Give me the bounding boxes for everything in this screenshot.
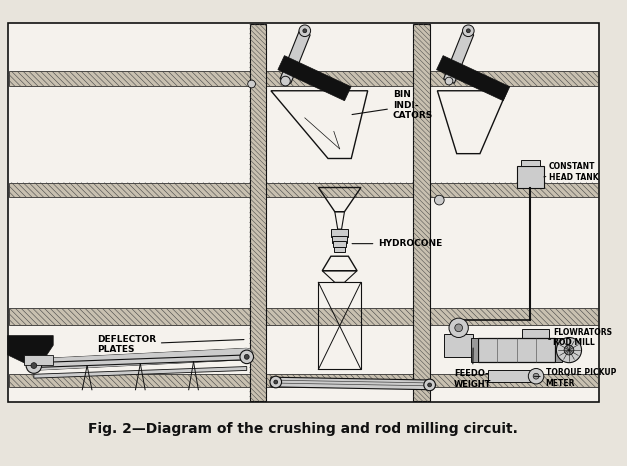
Text: BIN
INDI-
CATORS: BIN INDI- CATORS xyxy=(352,90,433,120)
Circle shape xyxy=(463,25,474,36)
Circle shape xyxy=(245,355,249,359)
Circle shape xyxy=(533,373,539,379)
Polygon shape xyxy=(34,355,247,368)
Circle shape xyxy=(274,380,278,384)
Circle shape xyxy=(445,77,453,85)
Circle shape xyxy=(466,29,470,33)
Bar xyxy=(522,346,549,360)
Bar xyxy=(331,229,349,237)
Circle shape xyxy=(455,324,463,332)
Circle shape xyxy=(26,358,41,373)
Circle shape xyxy=(31,363,37,369)
Bar xyxy=(478,337,556,362)
Text: CONSTANT
HEAD TANK: CONSTANT HEAD TANK xyxy=(544,162,598,182)
Circle shape xyxy=(270,376,282,388)
Bar xyxy=(522,329,549,343)
Bar xyxy=(9,183,598,197)
Polygon shape xyxy=(34,367,247,378)
Bar xyxy=(9,71,598,86)
Bar xyxy=(9,308,598,325)
Text: FEEDO-
WEIGHT: FEEDO- WEIGHT xyxy=(454,348,492,389)
Bar xyxy=(488,370,531,382)
Text: DEFLECTOR
PLATES: DEFLECTOR PLATES xyxy=(97,335,244,354)
Bar xyxy=(517,166,544,187)
Polygon shape xyxy=(278,55,351,101)
Bar xyxy=(444,334,473,357)
Bar xyxy=(334,247,345,253)
Circle shape xyxy=(299,25,310,36)
Text: FLOWRATORS
ROD MILL: FLOWRATORS ROD MILL xyxy=(549,328,613,347)
Circle shape xyxy=(529,369,544,384)
Circle shape xyxy=(248,80,255,88)
Text: HYDROCONE: HYDROCONE xyxy=(352,239,443,248)
Polygon shape xyxy=(271,377,433,390)
Circle shape xyxy=(240,350,253,363)
Circle shape xyxy=(449,318,468,337)
Bar xyxy=(9,374,598,387)
Bar xyxy=(250,24,266,401)
Bar xyxy=(556,337,562,362)
Polygon shape xyxy=(24,355,53,364)
Circle shape xyxy=(435,195,444,205)
Bar xyxy=(472,337,478,362)
Circle shape xyxy=(424,379,435,391)
Bar xyxy=(319,282,361,370)
Bar xyxy=(332,236,347,243)
Bar xyxy=(333,241,346,247)
Polygon shape xyxy=(443,31,474,83)
Circle shape xyxy=(428,383,431,387)
Bar xyxy=(520,160,540,166)
Polygon shape xyxy=(436,55,510,101)
Text: TORQUE PICKUP
METER: TORQUE PICKUP METER xyxy=(534,369,616,388)
Bar xyxy=(8,23,599,402)
Circle shape xyxy=(556,337,582,363)
Polygon shape xyxy=(8,336,53,368)
Circle shape xyxy=(564,345,574,355)
Circle shape xyxy=(281,76,290,86)
Text: Fig. 2—Diagram of the crushing and rod milling circuit.: Fig. 2—Diagram of the crushing and rod m… xyxy=(88,422,518,437)
Bar xyxy=(413,24,429,401)
Polygon shape xyxy=(280,31,310,83)
Circle shape xyxy=(303,29,307,33)
